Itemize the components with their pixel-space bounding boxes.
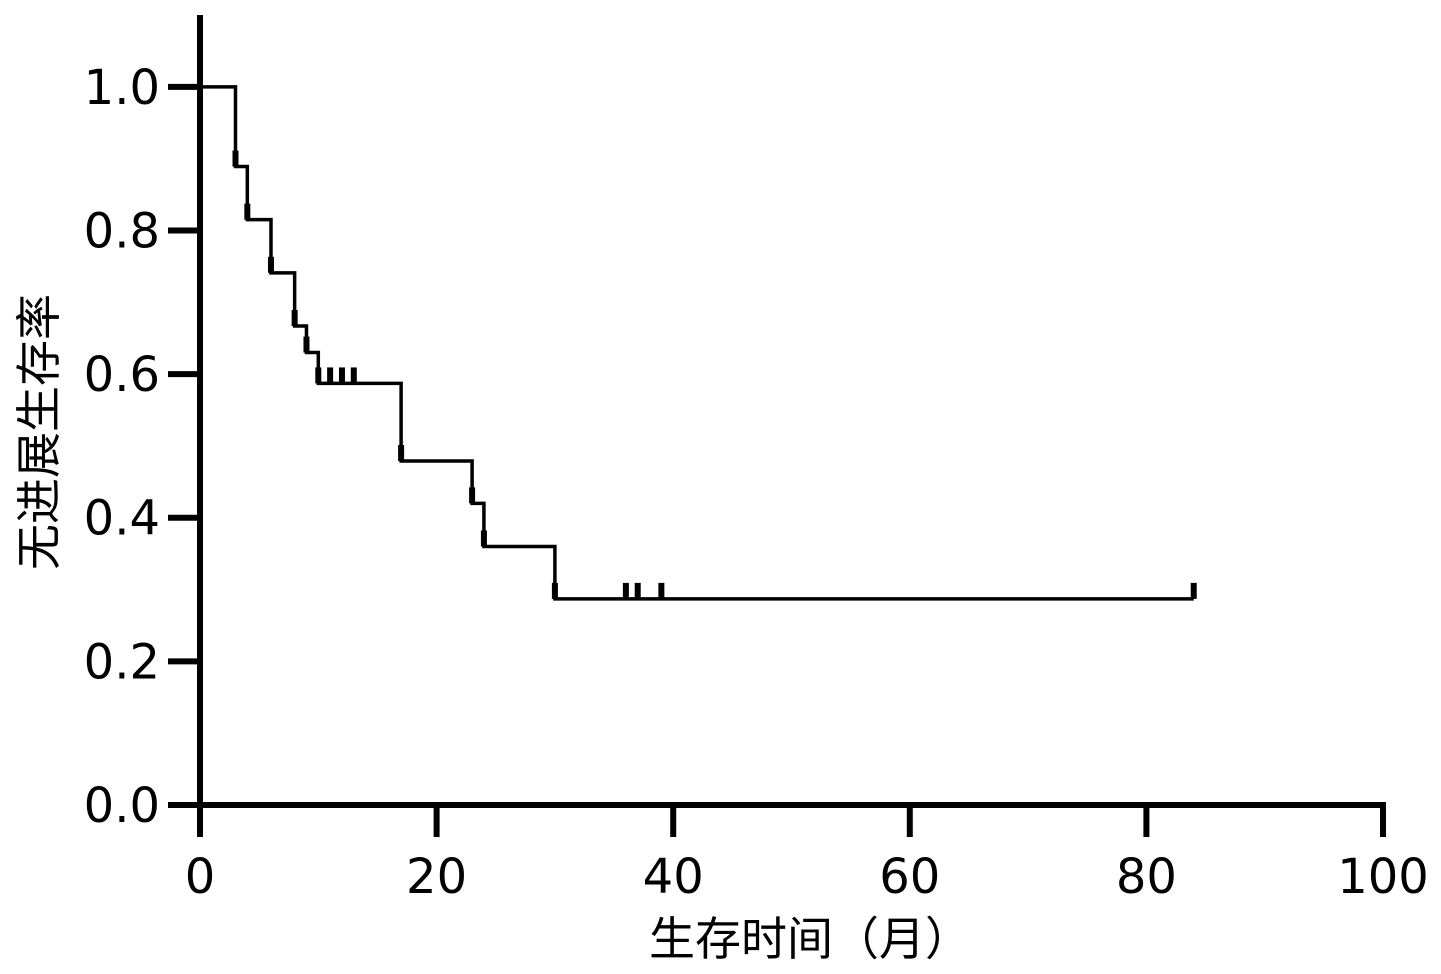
x-tick-label: 0 xyxy=(185,849,216,905)
x-axis-label: 生存时间（月） xyxy=(649,912,971,966)
x-tick-label: 20 xyxy=(406,849,467,905)
x-tick-label: 80 xyxy=(1116,849,1177,905)
survival-curve xyxy=(200,85,1194,601)
y-tick-label: 0.2 xyxy=(84,634,160,690)
x-tick-label: 60 xyxy=(879,849,940,905)
y-tick-label: 1.0 xyxy=(84,60,160,116)
y-tick-label: 0.6 xyxy=(84,347,160,403)
y-tick-label: 0.4 xyxy=(84,491,160,547)
y-axis-label: 无进展生存率 xyxy=(12,294,66,570)
y-tick-label: 0.0 xyxy=(84,778,160,834)
x-tick-label: 40 xyxy=(643,849,704,905)
y-tick-label: 0.8 xyxy=(84,203,160,259)
x-tick-label: 100 xyxy=(1337,849,1429,905)
